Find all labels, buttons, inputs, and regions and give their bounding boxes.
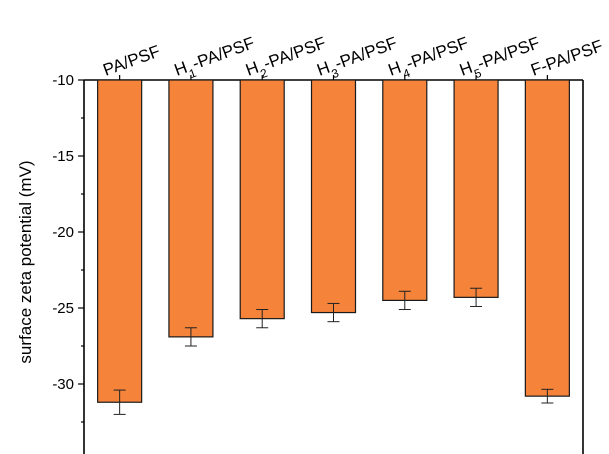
- plot-area: -10 -15 -20 -25 -30 -35 PA/PSFH1-PA/PSFH2-PA/P…: [52, 33, 605, 454]
- y-tick-label: -20: [52, 224, 74, 241]
- x-category-label: H5-PA/PSF: [457, 33, 544, 85]
- bar: [310, 79, 357, 314]
- bar: [239, 79, 285, 320]
- bar: [453, 79, 499, 298]
- y-axis-title: surface zeta potential (mV): [16, 160, 35, 363]
- bar: [168, 79, 214, 338]
- y-tick-label: -10: [52, 72, 74, 89]
- x-category-label: H1-PA/PSF: [172, 33, 259, 85]
- x-category-label: PA/PSF: [101, 42, 163, 80]
- bar: [524, 79, 570, 397]
- y-tick-label: -15: [52, 148, 74, 165]
- bar: [382, 79, 428, 301]
- y-tick-label: -25: [52, 300, 74, 317]
- x-category-label: F-PA/PSF: [528, 36, 605, 80]
- y-tick-label: -35: [52, 452, 74, 454]
- x-category-label: H4-PA/PSF: [386, 33, 473, 85]
- x-category-label: H2-PA/PSF: [243, 33, 330, 85]
- y-tick-label: -30: [52, 376, 74, 393]
- x-category-label: H3-PA/PSF: [314, 33, 401, 85]
- bar: [97, 79, 143, 403]
